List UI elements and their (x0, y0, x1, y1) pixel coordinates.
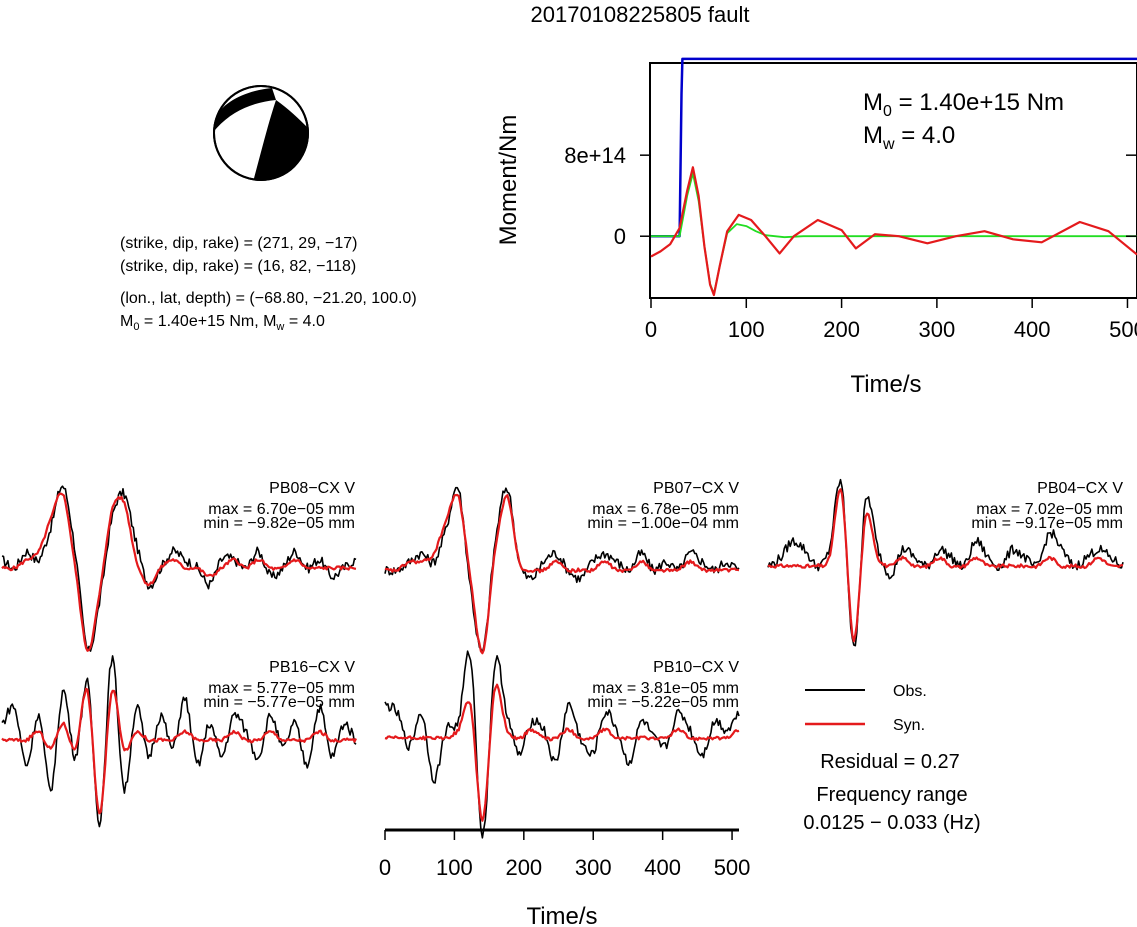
frequency-range-title: Frequency range (816, 784, 967, 806)
observed-trace (1, 655, 357, 828)
stf-y-ticks: 0 8e+14 (564, 143, 1137, 249)
station-min: min = −9.17e−05 mm (971, 515, 1123, 532)
stf-x-tick-label: 500 (1109, 317, 1137, 342)
stf-y-axis-label: Moment/Nm (495, 115, 522, 246)
frequency-range-value: 0.0125 − 0.033 (Hz) (803, 812, 980, 834)
waveform-x-tick-label: 0 (379, 855, 391, 880)
synthetic-trace (1, 492, 357, 652)
stf-series-group (650, 57, 1137, 297)
synthetic-trace (384, 493, 740, 655)
residual-text: Residual = 0.27 (820, 751, 960, 773)
stf-x-axis-label: Time/s (850, 371, 921, 398)
station-name: PB16−CX V (269, 659, 355, 676)
stf-x-ticks: 0 100 200 300 400 500 (645, 298, 1137, 342)
mechanism-line-2: (strike, dip, rake) = (16, 82, −118) (120, 258, 356, 275)
waveform-x-tick-label: 300 (575, 855, 612, 880)
stf-x-tick-label: 300 (919, 317, 956, 342)
synthetic-trace (384, 683, 740, 822)
waveform-x-tick-label: 100 (436, 855, 473, 880)
station-name: PB08−CX V (269, 480, 355, 497)
legend-obs-label: Obs. (893, 683, 927, 700)
mechanism-line-3: (lon., lat, depth) = (−68.80, −21.20, 10… (120, 290, 417, 307)
stf-x-tick-label: 200 (823, 317, 860, 342)
station-max: max = 7.02e−05 mm (976, 501, 1123, 518)
legend: Obs. Syn. Residual = 0.27 Frequency rang… (803, 683, 980, 834)
stf-x-tick-label: 0 (645, 317, 657, 342)
stf-y-tick-label: 0 (614, 224, 626, 249)
station-max: max = 6.70e−05 mm (208, 501, 355, 518)
station-name: PB07−CX V (653, 480, 739, 497)
waveform-x-tick-label: 500 (714, 855, 751, 880)
waveform-x-tick-label: 400 (644, 855, 681, 880)
observed-trace (1, 485, 357, 652)
station-min: min = −9.82e−05 mm (203, 515, 355, 532)
station-name: PB10−CX V (653, 659, 739, 676)
figure-title: 20170108225805 fault (531, 2, 750, 27)
stf-frame (649, 62, 1137, 299)
legend-syn-label: Syn. (893, 717, 925, 734)
station-max: max = 6.78e−05 mm (592, 501, 739, 518)
station-min: min = −1.00e−04 mm (587, 515, 739, 532)
station-max: max = 5.77e−05 mm (208, 680, 355, 697)
stf-y-tick-label: 8e+14 (564, 143, 626, 168)
waveform-x-tick-label: 200 (505, 855, 542, 880)
waveform-x-axis: 0 100 200 300 400 500 (379, 828, 751, 880)
mechanism-line-4: M0 = 1.40e+15 Nm, Mw = 4.0 (120, 313, 325, 333)
observed-trace (767, 478, 1124, 647)
moment-rate-chart: 0 100 200 300 400 500 0 8e+14 Moment/Nm Time/s… (495, 57, 1137, 398)
mechanism-line-1: (strike, dip, rake) = (271, 29, −17) (120, 235, 357, 252)
stf-mw-annotation: Mw = 4.0 (863, 122, 955, 153)
stf-series-line-2 (651, 172, 1137, 295)
station-min: min = −5.22e−05 mm (587, 694, 739, 711)
stf-m0-annotation: M0 = 1.40e+15 Nm (863, 89, 1064, 120)
synthetic-trace (1, 687, 357, 815)
waveform-x-axis-label: Time/s (526, 903, 597, 927)
beachball-icon (213, 85, 309, 181)
stf-x-tick-label: 400 (1014, 317, 1051, 342)
station-min: min = −5.77e−05 mm (203, 694, 355, 711)
stf-x-tick-label: 100 (728, 317, 765, 342)
station-max: max = 3.81e−05 mm (592, 680, 739, 697)
stf-series-line-3 (650, 166, 1137, 297)
synthetic-trace (767, 488, 1124, 643)
station-name: PB04−CX V (1037, 480, 1123, 497)
